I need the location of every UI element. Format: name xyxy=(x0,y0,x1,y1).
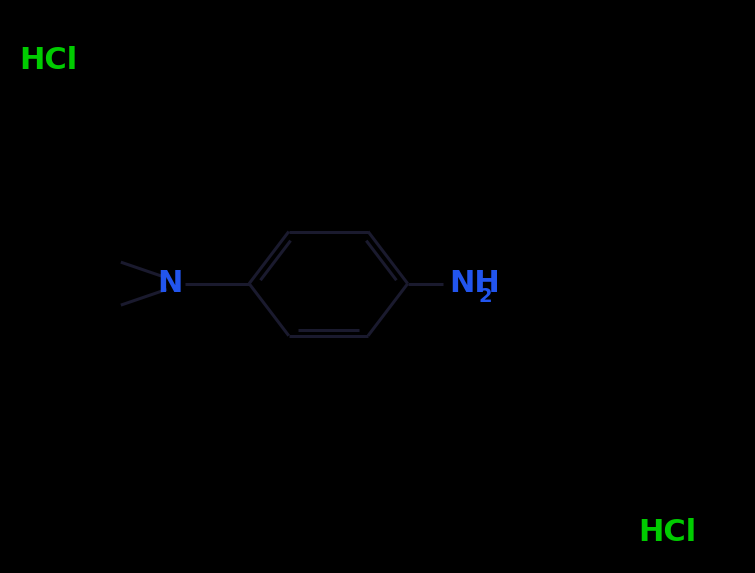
Text: HCl: HCl xyxy=(638,519,696,547)
Text: HCl: HCl xyxy=(19,46,77,74)
Text: 2: 2 xyxy=(479,286,492,306)
Text: NH: NH xyxy=(449,269,500,298)
Text: N: N xyxy=(157,269,183,298)
